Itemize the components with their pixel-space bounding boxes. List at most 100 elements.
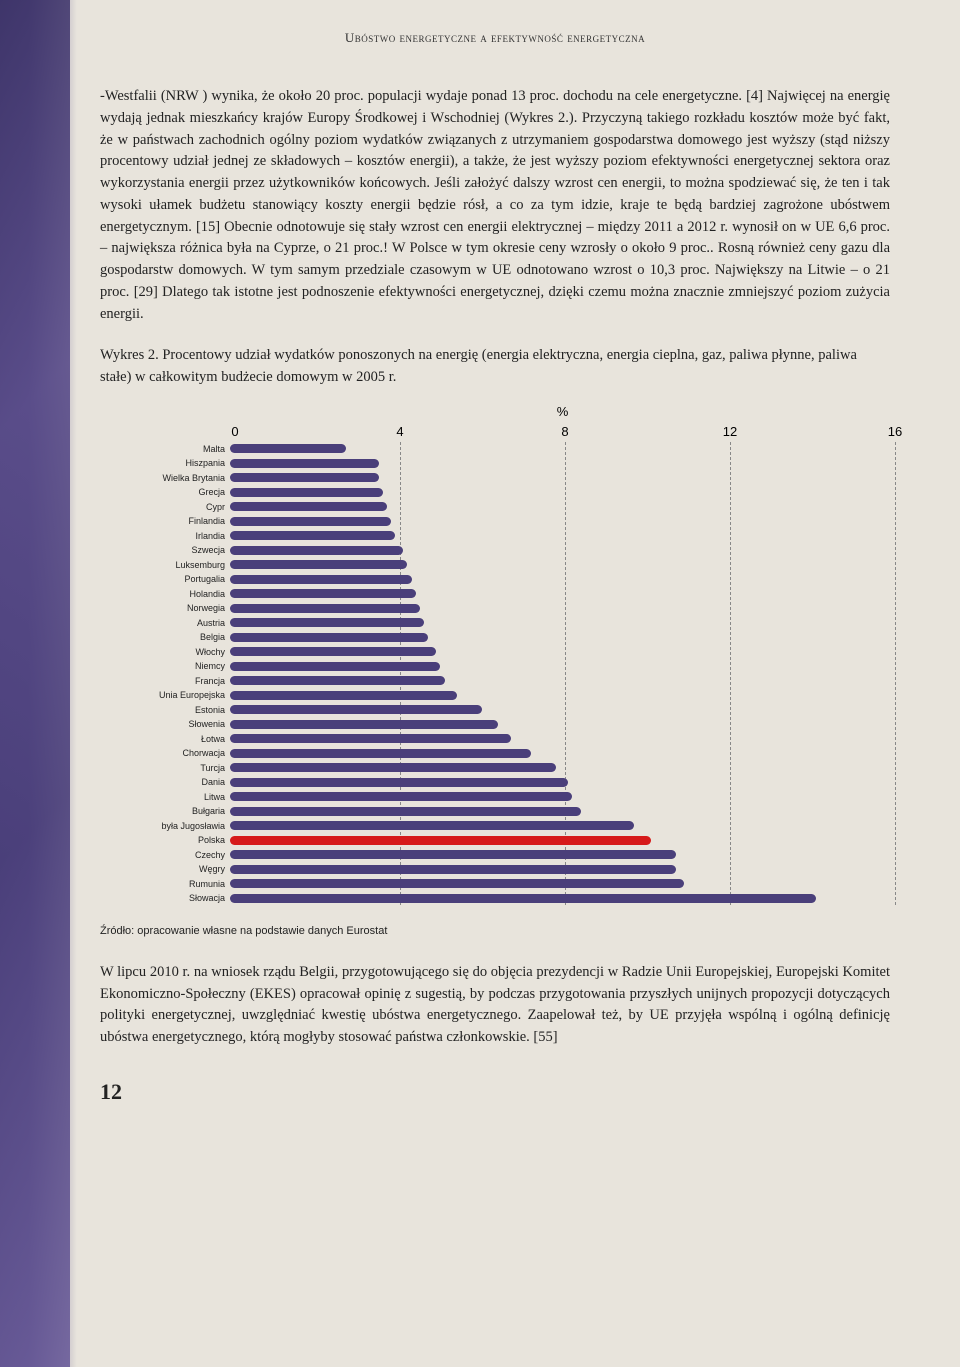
bar-label: Grecja [100,487,230,497]
bar [230,821,634,830]
gridline [895,442,896,905]
bar-row: Słowacja [100,891,890,905]
bar-label: Portugalia [100,574,230,584]
bar-label: Chorwacja [100,748,230,758]
bar-label: była Jugosławia [100,821,230,831]
bar [230,546,403,555]
bar-label: Węgry [100,864,230,874]
bar [230,763,556,772]
bar-label: Litwa [100,792,230,802]
bar [230,865,676,874]
bar-row: Czechy [100,848,890,862]
paragraph-1: -Westfalii (NRW ) wynika, że około 20 pr… [100,86,890,325]
bar-label: Luksemburg [100,560,230,570]
bar-row: Włochy [100,645,890,659]
x-axis: 0481216 [235,424,895,442]
bar-label: Finlandia [100,516,230,526]
bar-label: Słowacja [100,893,230,903]
bar [230,444,346,453]
axis-tick: 0 [231,424,238,439]
bar [230,633,428,642]
chart-source: Źródło: opracowanie własne na podstawie … [100,925,890,937]
bar [230,778,568,787]
bar [230,517,391,526]
bar-label: Włochy [100,647,230,657]
bar-row: Turcja [100,761,890,775]
axis-tick: 12 [723,424,737,439]
bar-row: Hiszpania [100,456,890,470]
bar-label: Holandia [100,589,230,599]
bar [230,662,440,671]
bar [230,850,676,859]
page-content: Ubóstwo energetyczne a efektywność energ… [0,0,960,1135]
paragraph-2: W lipcu 2010 r. na wniosek rządu Belgii,… [100,962,890,1049]
axis-unit: % [235,404,890,419]
bar-row: Portugalia [100,572,890,586]
bar [230,502,387,511]
bar-label: Estonia [100,705,230,715]
bar-row: Polska [100,833,890,847]
bar [230,749,531,758]
bar-row: była Jugosławia [100,819,890,833]
bar-row: Francja [100,674,890,688]
bar-row: Belgia [100,630,890,644]
bar-row: Bułgaria [100,804,890,818]
bar-label: Unia Europejska [100,690,230,700]
bar [230,589,416,598]
bar-row: Holandia [100,587,890,601]
bar [230,676,445,685]
bar [230,647,436,656]
axis-tick: 8 [561,424,568,439]
energy-expenditure-chart: % 0481216 MaltaHiszpaniaWielka BrytaniaG… [100,404,890,905]
bar-row: Chorwacja [100,746,890,760]
bar-label: Turcja [100,763,230,773]
bar [230,792,572,801]
bar [230,807,581,816]
bar [230,705,482,714]
bar-label: Szwecja [100,545,230,555]
page-number: 12 [100,1079,890,1105]
bar-row: Malta [100,442,890,456]
bar-row: Unia Europejska [100,688,890,702]
bar-row: Austria [100,616,890,630]
bar-row: Grecja [100,485,890,499]
bar-row: Irlandia [100,529,890,543]
bar-row: Niemcy [100,659,890,673]
bar-row: Dania [100,775,890,789]
bar-label: Austria [100,618,230,628]
bar [230,560,407,569]
bar-label: Rumunia [100,879,230,889]
bar-label: Irlandia [100,531,230,541]
bar-row: Słowenia [100,717,890,731]
bar [230,473,379,482]
bar-label: Słowenia [100,719,230,729]
bar [230,575,412,584]
bar-row: Finlandia [100,514,890,528]
bar-row: Łotwa [100,732,890,746]
bar [230,488,383,497]
bar-label: Hiszpania [100,458,230,468]
axis-tick: 4 [396,424,403,439]
bar-row: Cypr [100,500,890,514]
bar-row: Wielka Brytania [100,471,890,485]
bar [230,459,379,468]
bar [230,691,457,700]
bar-label: Łotwa [100,734,230,744]
bar-row: Rumunia [100,877,890,891]
bar-label: Niemcy [100,661,230,671]
bar-label: Czechy [100,850,230,860]
section-header: Ubóstwo energetyczne a efektywność energ… [100,30,890,46]
bar [230,618,424,627]
bar [230,604,420,613]
bar-label: Francja [100,676,230,686]
chart-caption: Wykres 2. Procentowy udział wydatków pon… [100,345,890,389]
bar [230,734,511,743]
bar-label: Wielka Brytania [100,473,230,483]
bar [230,720,498,729]
bar-row: Szwecja [100,543,890,557]
bar [230,879,684,888]
bar [230,894,816,903]
bar-label: Polska [100,835,230,845]
bar [230,531,395,540]
bar [230,836,651,845]
